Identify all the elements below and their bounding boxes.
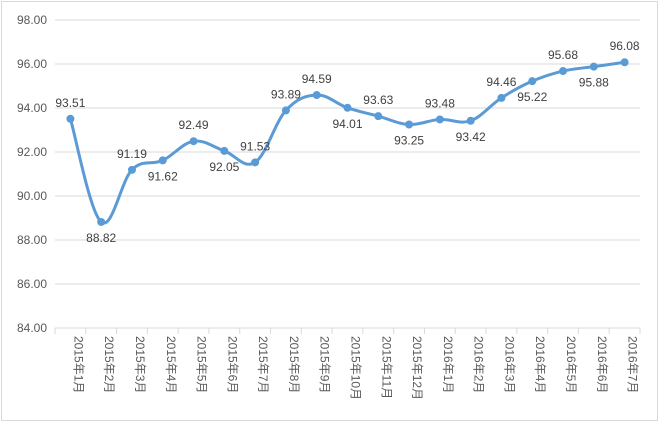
x-tick-label: 2016年3月 <box>502 336 516 393</box>
data-label: 93.89 <box>271 87 301 101</box>
x-axis: 2015年1月 2015年2月 2015年3月 2015年4月 2015年5月 2015年… <box>54 328 641 400</box>
x-tick-label: 2015年7月 <box>256 336 270 393</box>
data-point <box>620 58 629 67</box>
data-point <box>281 106 290 115</box>
data-label: 91.62 <box>148 169 178 183</box>
data-label: 94.01 <box>332 117 362 131</box>
data-point <box>497 93 506 102</box>
data-point <box>97 217 106 226</box>
data-point <box>220 146 229 155</box>
x-tick-label: 2015年5月 <box>195 336 209 393</box>
data-label: 92.49 <box>179 118 209 132</box>
x-tick-label: 2016年4月 <box>533 336 547 393</box>
data-label: 94.46 <box>486 75 516 89</box>
x-tick-label: 2015年4月 <box>164 336 178 393</box>
x-tick-label: 2015年10月 <box>349 336 363 400</box>
x-tick-label: 2015年6月 <box>225 336 239 393</box>
x-tick-label: 2016年2月 <box>472 336 486 393</box>
x-tick-label: 2015年3月 <box>133 336 147 393</box>
data-point <box>435 115 444 124</box>
data-point <box>66 114 75 123</box>
data-label: 93.51 <box>55 96 85 110</box>
data-label: 93.48 <box>425 96 455 110</box>
data-point <box>251 158 260 167</box>
data-point <box>466 116 475 125</box>
data-label: 93.42 <box>456 130 486 144</box>
data-label: 96.08 <box>610 39 640 53</box>
x-tick-label: 2016年7月 <box>626 336 640 393</box>
data-label: 93.63 <box>363 93 393 107</box>
series-line <box>68 60 625 225</box>
y-tick-label: 86.00 <box>17 277 47 291</box>
y-tick-label: 84.00 <box>17 321 47 335</box>
data-label: 95.22 <box>517 90 547 104</box>
y-axis: 84.00 86.00 88.00 90.00 92.00 94.00 96.00 98.00 <box>17 13 47 335</box>
data-point <box>189 137 198 146</box>
data-point <box>374 112 383 121</box>
data-point <box>343 103 352 112</box>
x-tick-label: 2015年8月 <box>287 336 301 393</box>
data-label: 91.53 <box>240 139 270 153</box>
data-label: 95.88 <box>579 76 609 90</box>
y-tick-label: 98.00 <box>17 13 47 27</box>
x-tick-label: 2016年1月 <box>441 336 455 393</box>
x-tick-label: 2015年12月 <box>410 336 424 400</box>
data-point <box>559 67 568 76</box>
y-tick-label: 88.00 <box>17 233 47 247</box>
data-label: 88.82 <box>86 231 116 245</box>
data-point <box>405 120 414 129</box>
data-point <box>312 91 321 100</box>
y-tick-label: 96.00 <box>17 57 47 71</box>
data-point <box>589 62 598 71</box>
data-point <box>158 156 167 165</box>
y-tick-label: 94.00 <box>17 101 47 115</box>
x-tick-label: 2015年2月 <box>102 336 116 393</box>
data-point <box>528 77 537 86</box>
x-tick-label: 2016年5月 <box>564 336 578 393</box>
data-label: 95.68 <box>548 48 578 62</box>
data-label: 93.25 <box>394 134 424 148</box>
gridlines <box>55 19 640 329</box>
y-tick-label: 90.00 <box>17 189 47 203</box>
data-label: 94.59 <box>302 72 332 86</box>
x-tick-label: 2015年9月 <box>318 336 332 393</box>
y-tick-label: 92.00 <box>17 145 47 159</box>
data-label: 92.05 <box>209 160 239 174</box>
x-tick-label: 2015年11月 <box>379 336 393 399</box>
data-label: 91.19 <box>117 147 147 161</box>
x-tick-label: 2016年6月 <box>595 336 609 393</box>
x-tick-label: 2015年1月 <box>71 336 85 393</box>
data-point <box>127 165 136 174</box>
data-points <box>66 58 629 226</box>
